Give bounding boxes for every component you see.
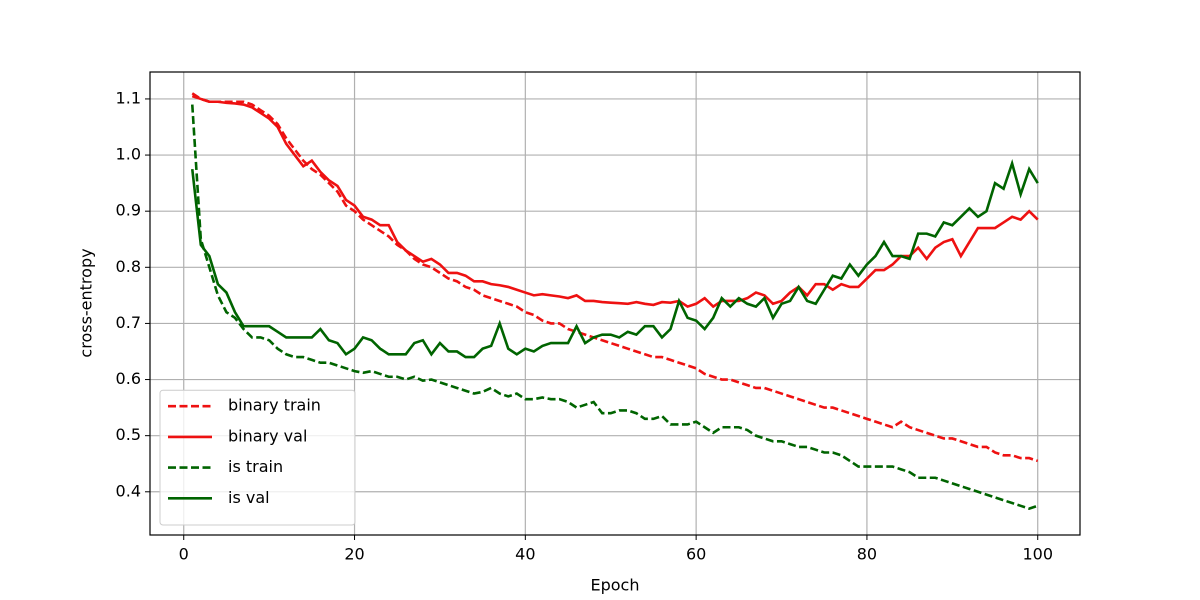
y-tick-label: 0.5 — [116, 425, 141, 444]
x-tick-label: 20 — [344, 545, 364, 564]
plot-frame — [149, 71, 1081, 536]
series-line — [190, 159, 1039, 359]
legend-label: binary train — [228, 396, 321, 415]
legend-label: is train — [228, 457, 283, 476]
series-line — [191, 94, 1039, 309]
legend: binary train binary val is train is val — [159, 389, 356, 526]
legend-label: binary val — [228, 426, 307, 445]
x-axis-label: Epoch — [591, 576, 640, 595]
x-tick-label: 40 — [515, 545, 535, 564]
series-line — [190, 104, 1039, 510]
x-tick-label: 100 — [1022, 545, 1053, 564]
y-tick-label: 0.9 — [116, 201, 141, 220]
legend-label: is val — [228, 488, 270, 507]
x-tick-label: 60 — [686, 545, 706, 564]
y-tick-label: 1.0 — [116, 145, 141, 164]
legend-box — [159, 389, 356, 526]
y-axis-label: cross-entropy — [77, 248, 96, 357]
y-tick-label: 1.1 — [116, 88, 141, 107]
y-tick-label: 0.4 — [116, 481, 141, 500]
y-tick-label: 0.7 — [116, 313, 141, 332]
x-tick-label: 0 — [179, 545, 189, 564]
series-line — [191, 92, 1039, 463]
y-tick-label: 0.8 — [116, 257, 141, 276]
x-tick-label: 80 — [857, 545, 877, 564]
y-tick-label: 0.6 — [116, 369, 141, 388]
